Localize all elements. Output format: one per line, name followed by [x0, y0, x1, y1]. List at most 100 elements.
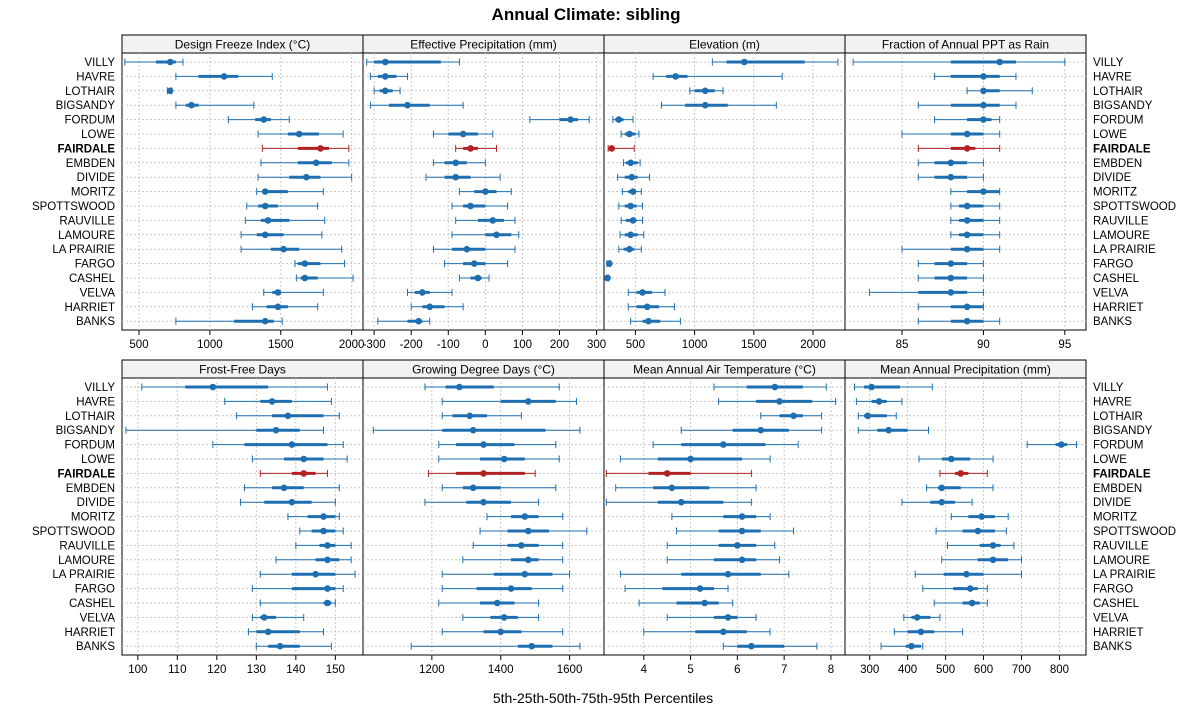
site-label: BANKS	[1093, 641, 1132, 653]
median-dot	[312, 570, 319, 578]
median-dot	[452, 159, 459, 167]
site-label: FORDUM	[1093, 440, 1143, 452]
site-label: LOTHAIR	[65, 86, 115, 98]
site-label: RAUVILLE	[59, 215, 115, 227]
site-label: LOWE	[81, 454, 115, 466]
site-label: HAVRE	[76, 396, 115, 408]
median-dot	[497, 628, 505, 636]
percentile-row	[377, 317, 431, 325]
percentile-row	[901, 130, 1001, 138]
median-dot	[521, 570, 529, 578]
percentile-row	[299, 527, 344, 535]
panel-title: Elevation (m)	[689, 38, 760, 52]
panel-title: Design Freeze Index (°C)	[175, 38, 311, 52]
site-label: BANKS	[76, 316, 115, 328]
median-dot	[261, 188, 269, 195]
median-dot	[963, 245, 971, 253]
percentile-row	[424, 498, 540, 506]
percentile-row	[933, 599, 988, 607]
median-dot	[963, 231, 971, 239]
site-label: MORITZ	[1093, 512, 1137, 524]
percentile-row	[966, 87, 1033, 95]
percentile-row	[427, 469, 536, 477]
x-tick-label: -100	[437, 339, 460, 351]
percentile-row	[652, 72, 783, 80]
panel-title: Fraction of Annual PPT as Rain	[882, 38, 1049, 52]
percentile-row	[441, 397, 577, 405]
median-dot	[312, 159, 320, 167]
median-dot	[738, 527, 746, 535]
median-dot	[908, 642, 915, 650]
median-dot	[521, 513, 529, 520]
median-dot	[989, 542, 997, 549]
median-dot	[701, 599, 708, 607]
percentile-row	[244, 216, 326, 224]
median-dot	[264, 628, 272, 636]
percentile-row	[939, 469, 988, 477]
x-tick-label: 85	[896, 339, 909, 351]
percentile-row	[462, 556, 564, 564]
median-dot	[459, 130, 467, 138]
site-labels-right: VILLY HAVRE LOTHAIR BIGSANDY FORDUM LOWE FAIRD…	[1093, 57, 1176, 653]
percentile-row	[680, 426, 823, 434]
median-dot	[284, 412, 292, 420]
site-label: VILLY	[1093, 382, 1124, 394]
percentile-row	[671, 513, 771, 521]
percentile-row	[247, 628, 324, 636]
median-dot	[615, 116, 623, 123]
median-dot	[415, 317, 422, 325]
percentile-row	[260, 159, 350, 167]
median-dot	[166, 58, 174, 66]
site-label: LOTHAIR	[1093, 86, 1143, 98]
median-dot	[668, 484, 676, 492]
site-label: LOWE	[81, 129, 115, 141]
site-label: DIVIDE	[77, 497, 116, 509]
x-tick-label: 110	[168, 664, 186, 676]
percentile-row	[125, 426, 324, 434]
median-dot	[188, 101, 195, 109]
median-dot	[264, 217, 272, 224]
median-dot	[626, 130, 633, 138]
percentile-row	[618, 202, 643, 210]
median-dot	[280, 245, 287, 253]
panel-title: Effective Precipitation (mm)	[410, 38, 557, 52]
median-dot	[741, 58, 748, 66]
median-dot	[489, 217, 497, 224]
percentile-row	[406, 288, 453, 296]
median-dot	[261, 231, 269, 239]
x-tick-label: 6	[734, 664, 740, 676]
site-label: FARGO	[1093, 584, 1133, 596]
site-label: EMBDEN	[66, 158, 115, 170]
panel-4: Fraction of Annual PPT as Rain 85 90 95	[844, 34, 1087, 351]
median-dot	[261, 317, 269, 325]
median-dot	[300, 455, 308, 463]
site-label: CASHEL	[1093, 273, 1140, 285]
site-label: HARRIET	[1093, 627, 1143, 639]
percentile-row	[950, 513, 1009, 521]
median-dot	[261, 202, 269, 210]
median-dot	[738, 513, 746, 520]
median-dot	[701, 87, 709, 95]
site-label: LA PRAIRIE	[52, 569, 115, 581]
median-dot	[629, 217, 637, 224]
percentile-row	[451, 231, 520, 239]
median-dot	[567, 116, 574, 123]
median-dot	[947, 159, 955, 167]
percentile-row	[438, 455, 560, 463]
percentile-row	[240, 231, 323, 239]
percentile-row	[901, 245, 1001, 253]
percentile-row	[441, 570, 571, 578]
median-dot	[493, 599, 501, 607]
site-label: FARGO	[75, 584, 115, 596]
percentile-row	[240, 498, 336, 506]
site-label: FAIRDALE	[58, 468, 116, 480]
percentile-row	[689, 87, 724, 95]
percentile-row	[917, 159, 984, 167]
x-tick-label: 90	[977, 339, 990, 351]
site-label: LOTHAIR	[1093, 411, 1143, 423]
percentile-row	[441, 412, 522, 420]
percentile-row	[369, 101, 464, 109]
panel-3: Elevation (m) 500 1000 1500 2000	[603, 34, 846, 351]
x-tick-label: 500	[626, 339, 645, 351]
median-dot	[724, 614, 732, 621]
